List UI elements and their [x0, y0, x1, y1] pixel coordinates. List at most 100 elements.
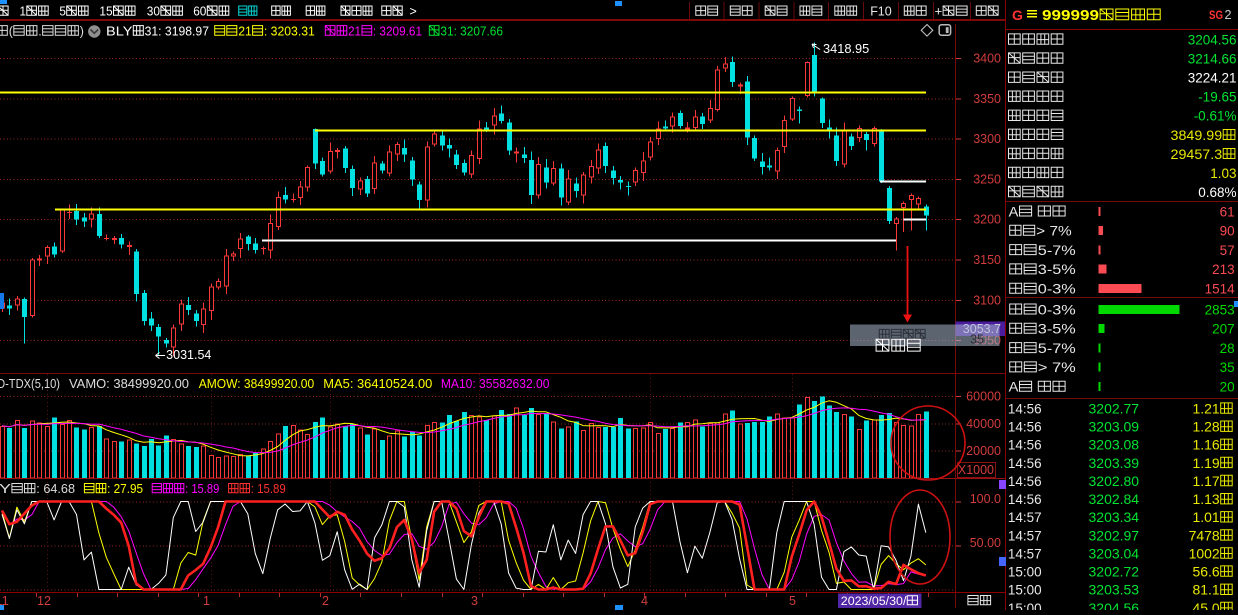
svg-text:3203.04: 3203.04 [1089, 545, 1140, 561]
svg-text:3849.99: 3849.99 [1171, 128, 1223, 143]
svg-text:0-3%: 0-3% [1038, 282, 1076, 297]
svg-text:5: 5 [59, 5, 66, 19]
svg-text:30: 30 [147, 5, 160, 19]
svg-text:1.28: 1.28 [1193, 419, 1220, 435]
svg-text:A: A [1009, 380, 1019, 395]
svg-text:11: 11 [0, 594, 9, 608]
svg-text:> 7%: > 7% [1038, 360, 1076, 375]
svg-text:Y: Y [0, 482, 12, 496]
svg-text:5: 5 [789, 594, 796, 608]
svg-text:3203.09: 3203.09 [1089, 419, 1140, 435]
svg-text:1.21: 1.21 [1193, 401, 1220, 417]
svg-text:): ) [80, 24, 84, 39]
svg-text:.: . [38, 24, 42, 39]
svg-text:7478: 7478 [1189, 527, 1220, 543]
svg-text:40000: 40000 [966, 417, 1001, 431]
svg-text:12: 12 [37, 594, 51, 608]
svg-text:15:00: 15:00 [1008, 564, 1042, 580]
svg-text:3202.80: 3202.80 [1089, 473, 1140, 489]
svg-text:14:56: 14:56 [1008, 455, 1042, 471]
svg-text:999999: 999999 [1042, 8, 1099, 24]
svg-text:21: 21 [238, 24, 252, 39]
svg-text:2: 2 [322, 594, 329, 608]
svg-text:G: G [1012, 7, 1023, 23]
svg-text:3: 3 [471, 594, 478, 608]
svg-text:29457.3: 29457.3 [1171, 147, 1223, 162]
svg-text:14:56: 14:56 [1008, 473, 1042, 489]
svg-text:0-3%: 0-3% [1038, 302, 1076, 317]
svg-text:3-5%: 3-5% [1038, 262, 1076, 277]
svg-text:15:00: 15:00 [1008, 582, 1042, 598]
svg-text:50.00: 50.00 [970, 536, 1001, 550]
svg-text:3214.66: 3214.66 [1188, 52, 1237, 67]
svg-text:1002: 1002 [1189, 545, 1220, 561]
svg-text:4: 4 [641, 594, 648, 608]
svg-text:2853: 2853 [1205, 302, 1235, 317]
svg-text:3400: 3400 [973, 52, 1001, 66]
svg-text:3204.56: 3204.56 [1188, 33, 1237, 48]
svg-text:3203.34: 3203.34 [1089, 509, 1140, 525]
svg-text:(: ( [9, 24, 14, 39]
svg-text:20000: 20000 [966, 444, 1001, 458]
svg-text:60: 60 [193, 5, 206, 19]
svg-text:MA10: 35582632.00: MA10: 35582632.00 [441, 377, 550, 391]
svg-text:0.68%: 0.68% [1198, 185, 1236, 200]
svg-text:1.17: 1.17 [1193, 473, 1220, 489]
svg-text:31: 3207.66: 31: 3207.66 [440, 24, 503, 39]
svg-text:: 15.89: : 15.89 [185, 482, 219, 496]
svg-text:14:56: 14:56 [1008, 401, 1042, 417]
svg-text:VAMO: 38499920.00: VAMO: 38499920.00 [69, 377, 189, 391]
svg-text:: 15.89: : 15.89 [251, 482, 286, 496]
svg-text:3300: 3300 [973, 132, 1001, 146]
svg-text:>: > [410, 5, 417, 19]
svg-text:2023/05/30/: 2023/05/30/ [841, 594, 907, 608]
svg-text:> 7%: > 7% [1036, 224, 1072, 239]
svg-text:3350: 3350 [973, 92, 1001, 106]
svg-text:+: + [935, 5, 943, 19]
svg-text:14:56: 14:56 [1008, 491, 1042, 507]
svg-text:X1000: X1000 [958, 463, 994, 477]
svg-text:3203.08: 3203.08 [1089, 437, 1140, 453]
svg-text:3203.39: 3203.39 [1089, 455, 1140, 471]
svg-text:1: 1 [20, 5, 27, 19]
svg-text:F10: F10 [870, 5, 892, 19]
svg-text:14:57: 14:57 [1008, 527, 1042, 543]
svg-text:3202.77: 3202.77 [1089, 401, 1140, 417]
svg-text:14:57: 14:57 [1008, 509, 1042, 525]
svg-text:5-7%: 5-7% [1038, 243, 1076, 258]
svg-text:213: 213 [1212, 262, 1235, 277]
svg-text:35: 35 [970, 333, 984, 347]
svg-text:3204.56: 3204.56 [1089, 600, 1140, 610]
svg-text:3200: 3200 [973, 213, 1001, 227]
svg-text:28: 28 [1220, 341, 1235, 356]
svg-text:3202.84: 3202.84 [1089, 491, 1140, 507]
svg-text:BLY: BLY [106, 24, 133, 39]
svg-text:3202.97: 3202.97 [1089, 527, 1140, 543]
svg-text:57: 57 [1220, 243, 1235, 258]
svg-text:: 27.95: : 27.95 [107, 482, 143, 496]
svg-text:3100: 3100 [973, 293, 1001, 307]
svg-text:5-7%: 5-7% [1038, 341, 1076, 356]
svg-text:: 3203.31: : 3203.31 [264, 24, 315, 39]
svg-text:3224.21: 3224.21 [1188, 71, 1237, 86]
svg-text:ID-TDX(5,10): ID-TDX(5,10) [0, 377, 60, 391]
svg-text:56.6: 56.6 [1193, 564, 1220, 580]
svg-text:1.13: 1.13 [1193, 491, 1220, 507]
svg-text:3150: 3150 [973, 253, 1001, 267]
svg-text:14:56: 14:56 [1008, 437, 1042, 453]
svg-text:AMOW: 38499920.00: AMOW: 38499920.00 [199, 377, 315, 391]
svg-text:3202.72: 3202.72 [1089, 564, 1140, 580]
svg-text:A: A [1009, 204, 1019, 219]
svg-text:1.03: 1.03 [1210, 166, 1236, 181]
svg-text:1514: 1514 [1205, 282, 1235, 297]
svg-text:: 3209.61: : 3209.61 [373, 24, 422, 39]
svg-text:81.1: 81.1 [1193, 582, 1220, 598]
svg-text:14:57: 14:57 [1008, 545, 1042, 561]
svg-text:2: 2 [1225, 8, 1232, 22]
svg-text:15: 15 [99, 5, 112, 19]
svg-text:60000: 60000 [966, 389, 1001, 403]
svg-text:-19.65: -19.65 [1198, 90, 1236, 105]
svg-text:31: 3198.97: 31: 3198.97 [145, 24, 209, 39]
svg-text:207: 207 [1212, 322, 1235, 337]
svg-text:14:56: 14:56 [1008, 419, 1042, 435]
